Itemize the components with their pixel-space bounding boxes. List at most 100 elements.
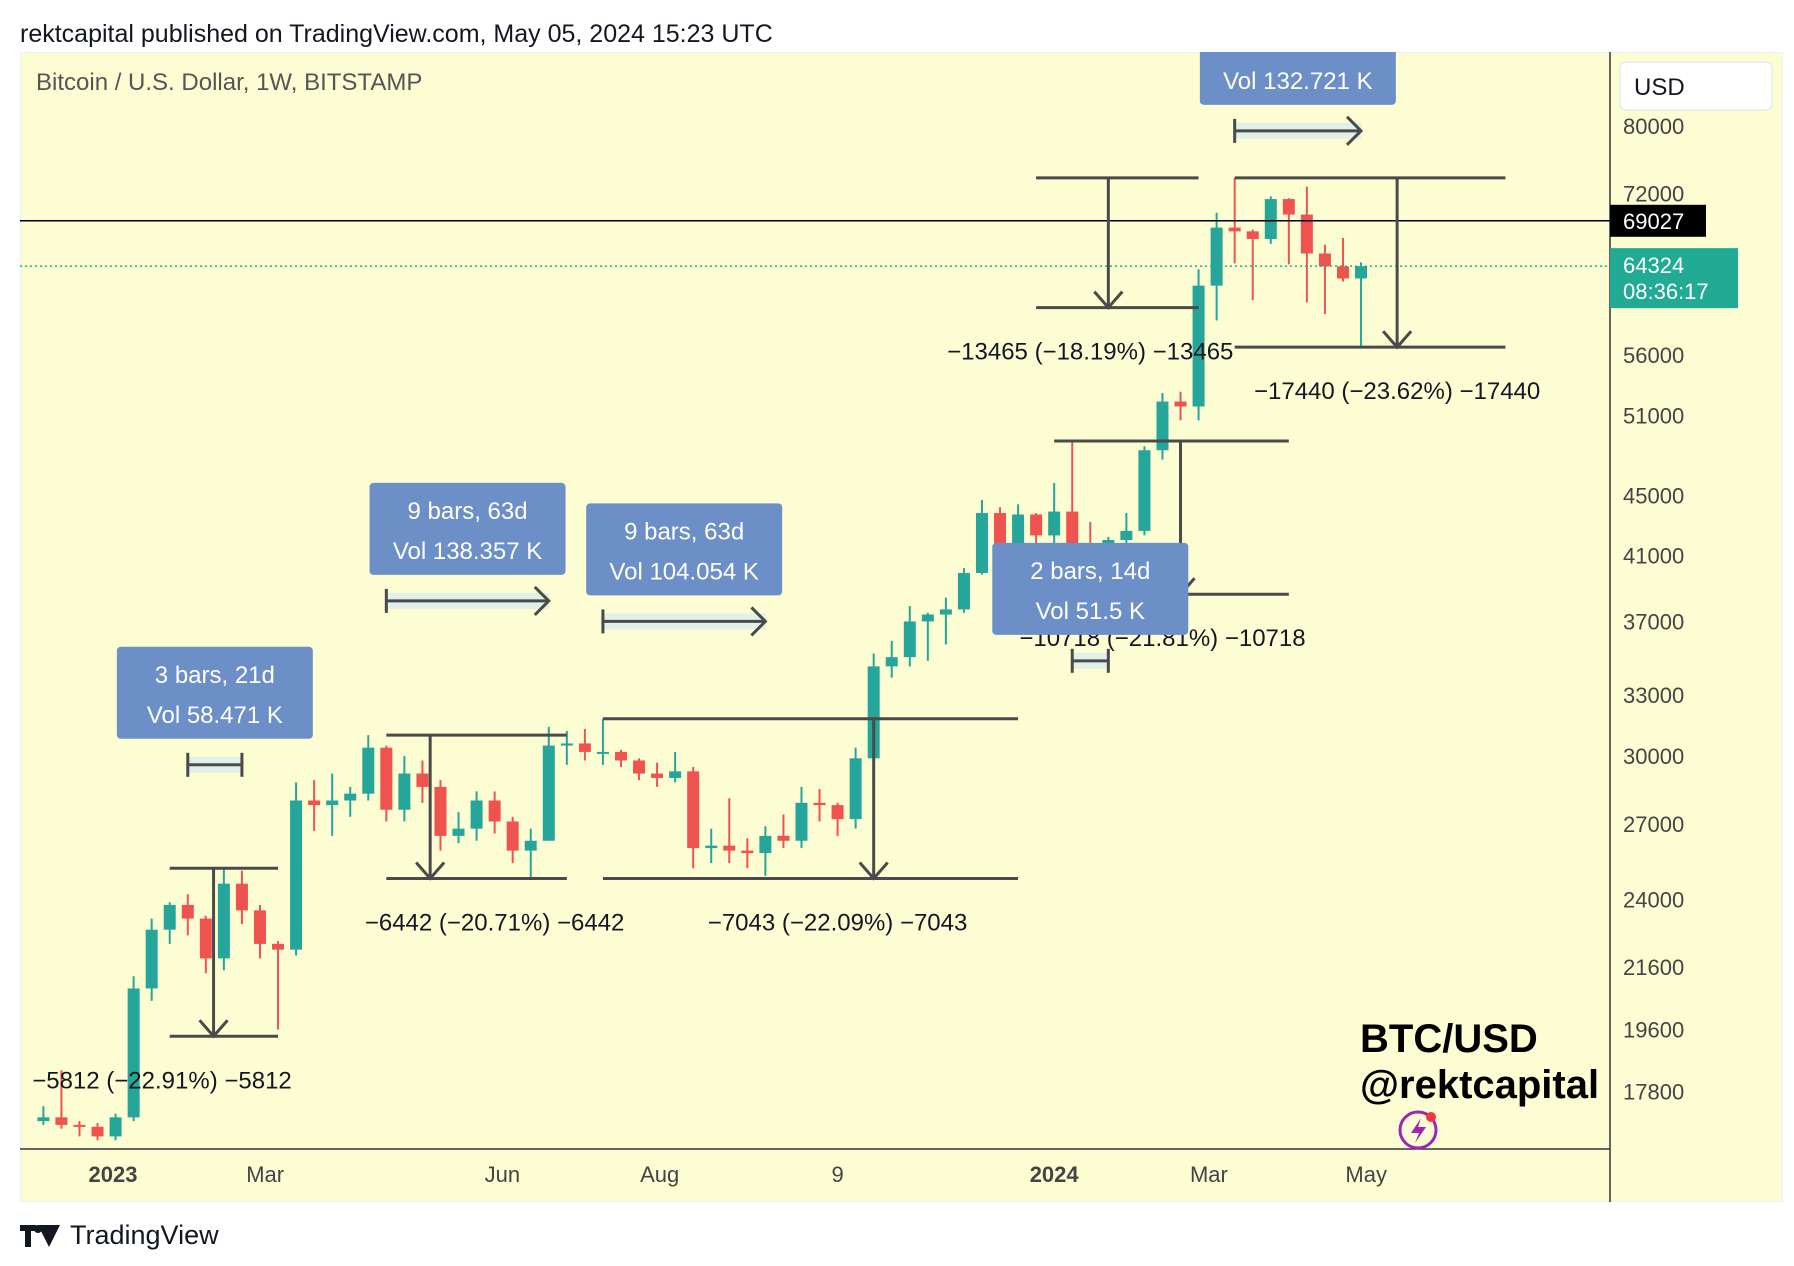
candle-body [741, 850, 754, 854]
price-chart[interactable]: 80000 72000 56000 51000 45000 41000 37000 33000… [19, 12, 1784, 1203]
candle-body [633, 760, 646, 774]
candle-up [524, 828, 537, 879]
candle-body [687, 771, 700, 849]
duration-bars-label: 9 bars, 63d [624, 518, 744, 545]
candle-body [506, 821, 519, 851]
candle-up [560, 730, 573, 765]
candle-up [344, 786, 357, 817]
y-tick-label: 41000 [1623, 543, 1684, 568]
candle-up [163, 902, 176, 944]
candle-down [633, 758, 646, 781]
candle-body [37, 1117, 50, 1122]
x-tick-label: 9 [831, 1162, 843, 1187]
candle-up [217, 868, 230, 971]
candle-body [1210, 227, 1223, 286]
candle-body [55, 1117, 68, 1125]
candle-body [542, 745, 555, 841]
candle-body [1300, 214, 1313, 254]
candle-down [416, 760, 429, 803]
y-tick-label: 37000 [1623, 609, 1684, 634]
candle-body [885, 657, 898, 667]
duration-arrow-head [750, 606, 768, 637]
candle-body [975, 513, 988, 573]
candle-body [344, 793, 357, 801]
candle-down [1030, 513, 1043, 547]
candle-body [921, 614, 934, 622]
candle-body [1355, 266, 1368, 279]
candle-body [253, 910, 266, 944]
candle-down [578, 728, 591, 761]
drawdown-label: −13465 (−18.19%) −13465 [947, 339, 1233, 366]
candle-up [326, 773, 339, 836]
candle-up [398, 756, 411, 822]
candle-down [723, 798, 736, 864]
candle-body [1192, 285, 1205, 407]
candle-down [687, 766, 700, 869]
candle-down [1336, 238, 1349, 282]
candle-body [235, 883, 248, 911]
chart-container[interactable]: 80000 72000 56000 51000 45000 41000 37000 33000… [19, 12, 1784, 1203]
candle-up [975, 499, 988, 575]
candle-body [1246, 231, 1259, 239]
y-tick-label: 17800 [1623, 1080, 1684, 1105]
drawdown-measure: −13465 (−18.19%) −13465 [947, 176, 1233, 366]
candle-body [614, 751, 627, 761]
watermark-line1: BTC/USD [1360, 1017, 1538, 1061]
candle-up [470, 791, 483, 841]
duration-arrow-head [533, 585, 551, 616]
candle-body [1030, 514, 1043, 536]
duration-volume-label: Vol 58.471 K [147, 702, 283, 729]
candle-body [380, 747, 393, 810]
candle-up [145, 918, 158, 1001]
candle-body [1264, 199, 1277, 239]
candle-up [37, 1106, 50, 1125]
x-tick-label: Mar [1190, 1162, 1228, 1187]
y-tick-label: 21600 [1623, 955, 1684, 980]
candle-up [795, 786, 808, 849]
candle-body [578, 743, 591, 752]
y-tick-label: 80000 [1623, 114, 1684, 139]
x-tick-label: 2023 [89, 1162, 138, 1187]
candle-up [1192, 269, 1205, 421]
candle-up [290, 782, 303, 956]
duration-arrow-head [1345, 115, 1364, 146]
candle-down [235, 870, 248, 925]
plot-background [21, 53, 1609, 1148]
candle-up [1355, 262, 1368, 348]
candle-body [127, 988, 140, 1118]
lightning-icon [1398, 1110, 1438, 1150]
drawdown-label: −7043 (−22.09%) −7043 [708, 909, 968, 936]
candle-body [849, 758, 862, 820]
candle-down [91, 1123, 104, 1141]
candle-body [596, 751, 609, 754]
candle-body [217, 883, 230, 959]
candle-body [795, 802, 808, 841]
currency-button[interactable]: USD [1619, 61, 1773, 111]
candle-down [73, 1121, 86, 1137]
duration-bars-label: 2 bars, 14d [1030, 558, 1150, 585]
candle-down [1066, 440, 1079, 548]
candle-down [488, 791, 501, 834]
candle-down [380, 745, 393, 822]
candle-up [921, 612, 934, 661]
candle-body [723, 845, 736, 851]
tradingview-footer[interactable]: TradingView [20, 1220, 219, 1251]
duration-measure: 3 bars, 21d Vol 58.471 K [116, 646, 313, 777]
candle-body [1066, 511, 1079, 545]
drawdown-arrow-head [1093, 290, 1124, 310]
candle-up [127, 976, 140, 1122]
candle-up [1156, 392, 1169, 460]
candle-up [957, 568, 970, 613]
candle-down [272, 941, 285, 1030]
candle-down [777, 814, 790, 849]
drawdown-measure: −17440 (−23.62%) −17440 [1234, 176, 1540, 405]
drawdown-arrow-head [198, 1019, 229, 1039]
drawdown-measure: −5812 (−22.91%) −5812 [32, 866, 292, 1094]
candle-body [1282, 199, 1295, 215]
y-tick-label: 19600 [1623, 1018, 1684, 1043]
candle-body [109, 1117, 122, 1137]
candle-down [1174, 391, 1187, 421]
candle-up [939, 597, 952, 645]
candle-up [903, 605, 916, 667]
candle-down [434, 780, 447, 851]
